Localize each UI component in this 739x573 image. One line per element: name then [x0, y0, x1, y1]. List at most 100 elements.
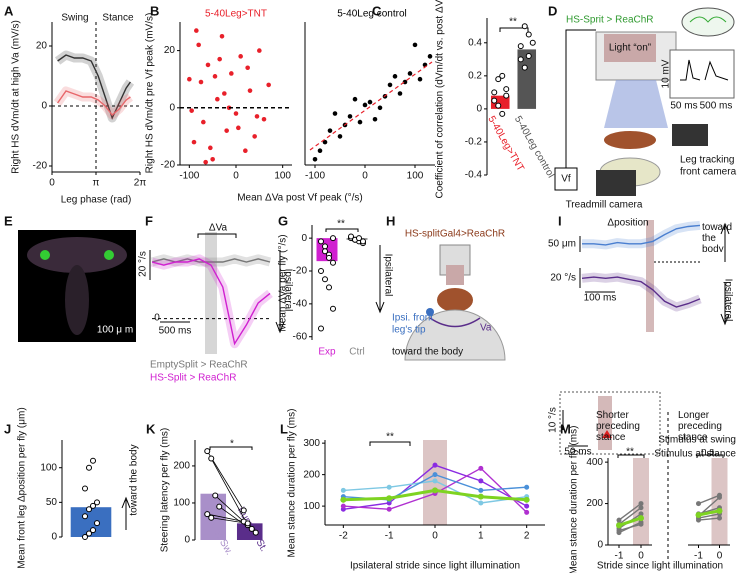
line [698, 509, 720, 517]
line [618, 516, 642, 527]
stimulus-marker [602, 430, 612, 438]
category-label: Ctrl [349, 347, 365, 358]
x-tick-label: 0 [233, 171, 239, 182]
direction-arrow [275, 250, 285, 334]
line-point [432, 472, 438, 478]
scatter-point [392, 74, 398, 79]
line-point [638, 515, 644, 522]
y-tick-label: -0.4 [465, 170, 483, 181]
chart-title: Shorter preceding stance [596, 410, 640, 443]
microscopy-image: 100 μ m [18, 230, 136, 342]
panel-label: G [278, 213, 288, 228]
neuron-icon [689, 16, 727, 23]
scatter-point [205, 62, 211, 68]
data-point [360, 238, 366, 245]
va-label: Va [480, 323, 492, 334]
scatter-point [337, 134, 343, 139]
scatter-point [194, 28, 199, 33]
panel-label: B [150, 3, 159, 18]
y-tick-label: 100 [173, 498, 190, 509]
panel-label: E [4, 213, 13, 228]
trace-inset [669, 49, 735, 99]
scatter-point [412, 42, 418, 48]
vnc-shape [65, 265, 89, 335]
scatter-point [362, 102, 368, 108]
line-point [717, 492, 722, 498]
panel-label: L [280, 421, 288, 436]
y-tick-label: 100 [303, 501, 320, 512]
direction-arrow [375, 245, 385, 314]
data-point [82, 485, 88, 492]
annotation: toward the body [129, 444, 140, 515]
data-point [208, 514, 215, 521]
data-point [82, 534, 88, 540]
scale-label: 500 ms [700, 101, 733, 112]
annotation: Δposition [607, 218, 648, 229]
scatter-point [191, 139, 197, 145]
y-tick-label: 0 [476, 104, 482, 115]
line-point [386, 506, 392, 512]
y-axis-label: Coefficient of correlation (dVm/dt vs. p… [435, 0, 446, 198]
chart-title: Longer preceding stance [678, 410, 722, 443]
line-point [524, 484, 530, 490]
scatter-point [210, 156, 215, 162]
pair-line [206, 450, 245, 511]
stimulus-window [711, 458, 728, 545]
line [582, 224, 701, 246]
scatter-point [387, 82, 393, 88]
data-point [318, 325, 324, 332]
data-point [529, 39, 536, 46]
brain-shape [27, 237, 127, 273]
line [618, 507, 642, 525]
data-point [322, 248, 328, 255]
y-axis-label: Steering latency per fly (ms) [160, 428, 171, 553]
y-axis-label: Mean stance duration per fly (ms) [287, 409, 298, 558]
x-tick-label: -2 [339, 531, 348, 542]
annotation: Stimulus at stance [654, 449, 736, 460]
y-tick-label: -20 [33, 161, 48, 172]
bracket [197, 233, 237, 238]
y-axis-label: Right HS dVm/dt pre Vf peak (mV/s) [145, 13, 156, 174]
data-point [248, 525, 255, 532]
scatter-point [229, 71, 234, 76]
camera-label: Treadmill camera [566, 200, 643, 211]
data-point [348, 233, 354, 240]
x-tick-label: 0 [638, 551, 644, 562]
data-point [86, 506, 92, 513]
scatter-point [222, 91, 227, 96]
scatter-point [203, 159, 208, 165]
y-tick-label: -0.2 [465, 137, 483, 148]
line-point [638, 505, 644, 511]
bar [236, 523, 263, 540]
line-point [340, 496, 347, 503]
annotation: ** [386, 432, 394, 443]
significance-bracket [325, 228, 359, 232]
chart-title: Longer preceding stance [678, 410, 722, 443]
panel-label: F [145, 213, 153, 228]
camera-label: front camera [680, 167, 737, 178]
x-tick-label: 2π [134, 178, 147, 189]
scatter-point [252, 134, 257, 139]
stimulus-window [205, 232, 217, 354]
scatter-point [243, 148, 248, 153]
scatter-point [367, 99, 373, 105]
line-point [524, 503, 530, 509]
y-axis-label: Right HS dVm/dt at high Va (mV/s) [11, 20, 22, 174]
annotation: 0 [154, 313, 160, 324]
scatter-point [402, 79, 408, 85]
line-point [478, 500, 484, 506]
panel-label: A [4, 3, 14, 18]
scatter-point [322, 139, 328, 145]
annotation: Stimulus at swing [658, 435, 736, 446]
data-point [240, 507, 247, 514]
scatter-point [377, 105, 383, 111]
data-point [90, 527, 96, 534]
annotation: ΔVa [209, 223, 228, 234]
direction-label: toward the body [392, 347, 463, 358]
scatter-point [257, 48, 262, 53]
data-point [94, 520, 100, 527]
line [151, 258, 271, 346]
chart-title: 5-40Leg control [337, 9, 407, 20]
bar [517, 49, 537, 109]
